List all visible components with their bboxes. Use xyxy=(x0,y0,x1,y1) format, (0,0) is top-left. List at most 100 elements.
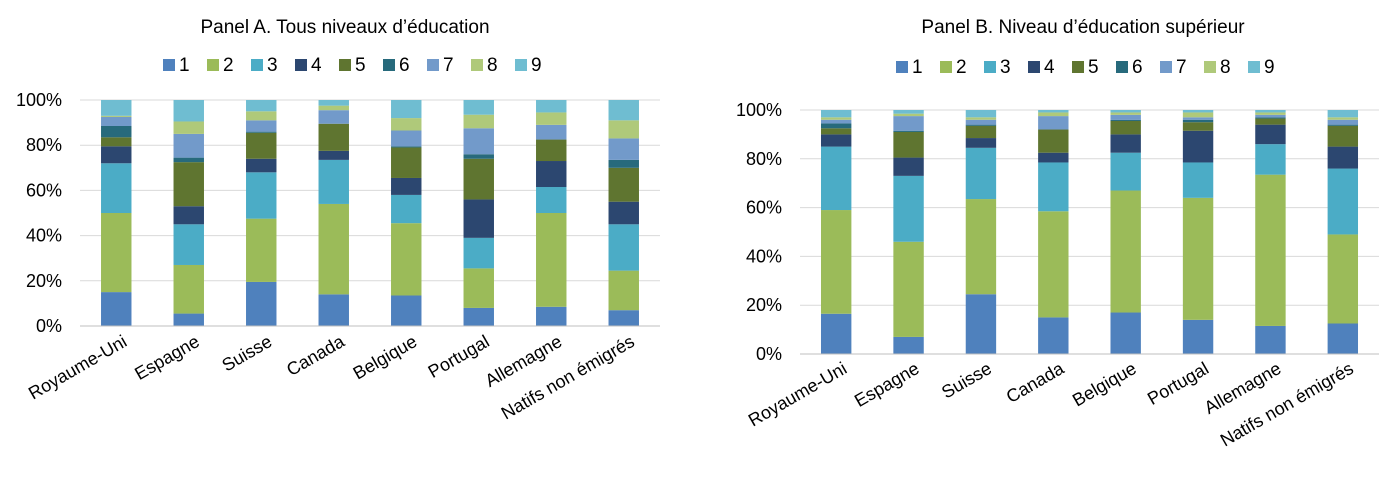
panel-a-bar-segment-4 xyxy=(246,158,277,173)
panel-b-bar-segment-6 xyxy=(820,123,852,129)
panel-b-bar-segment-4 xyxy=(1110,134,1141,153)
panel-a-bar-segment-1 xyxy=(463,307,494,326)
panel-a-category-label: Suisse xyxy=(218,331,275,375)
panel-a-bar-segment-1 xyxy=(608,310,639,326)
panel-a-legend-swatch-4 xyxy=(295,59,307,71)
panel-a-legend-swatch-9 xyxy=(515,59,527,71)
panel-b-bar-segment-7 xyxy=(1255,114,1286,118)
panel-b-legend-swatch-5 xyxy=(1072,61,1084,73)
panel-b-ytick-label: 40% xyxy=(746,246,782,266)
panel-a-bar-segment-8 xyxy=(246,111,277,121)
panel-b-bar-segment-4 xyxy=(893,157,924,176)
panel-b-ytick-label: 20% xyxy=(746,295,782,315)
panel-a-legend-swatch-1 xyxy=(163,59,175,71)
panel-a-legend-swatch-2 xyxy=(207,59,219,71)
panel-a-bar-segment-3 xyxy=(173,224,204,265)
panel-a-bar-segment-2 xyxy=(463,268,494,308)
panel-a-bar-segment-8 xyxy=(101,115,132,117)
panel-a-bar-segment-3 xyxy=(246,172,277,219)
panel-b-legend-item-2: 2 xyxy=(940,57,967,78)
panel-b-bar-segment-6 xyxy=(1255,117,1286,119)
panel-a-legend-item-9: 9 xyxy=(515,55,542,76)
panel-a-ytick-label: 80% xyxy=(26,135,62,155)
panel-b-bar-segment-5 xyxy=(965,125,997,139)
panel-b-bar-segment-1 xyxy=(1038,317,1069,354)
panel-a-bar-segment-2 xyxy=(318,203,349,295)
panel-b-legend-swatch-9 xyxy=(1248,61,1260,73)
panel-a-bar-segment-7 xyxy=(318,110,349,124)
panel-a-bar-segment-1 xyxy=(318,294,349,326)
panel-a-bar-segment-8 xyxy=(536,112,567,125)
panel-b-legend-label-8: 8 xyxy=(1220,57,1231,78)
panel-b-bar-segment-5 xyxy=(1255,118,1286,125)
panel-b-bar-segment-3 xyxy=(1255,144,1286,175)
panel-a-bar-segment-7 xyxy=(173,133,204,158)
panel-a-ytick-label: 0% xyxy=(36,316,62,336)
panel-a-legend-swatch-6 xyxy=(383,59,395,71)
panel-b-bar-segment-3 xyxy=(1327,168,1359,235)
panel-b-bar-segment-5 xyxy=(820,128,852,135)
panel-b-bar-segment-1 xyxy=(1255,325,1286,354)
panel-a-legend-label-2: 2 xyxy=(223,55,234,76)
panel-a-legend-label-1: 1 xyxy=(179,55,190,76)
panel-a-bar-segment-6 xyxy=(246,131,277,133)
panel-b-legend-label-7: 7 xyxy=(1176,57,1187,78)
panel-a-bar-segment-7 xyxy=(101,116,132,126)
panel-a-bar-segment-9 xyxy=(246,100,277,112)
panel-a-bar-segment-4 xyxy=(173,206,204,225)
panel-b-bar-segment-3 xyxy=(1110,152,1141,191)
panel-a-bar-segment-1 xyxy=(536,306,567,326)
panel-b-svg: Panel B. Niveau d’éducation supérieur 1 2 3… xyxy=(736,17,1379,451)
panel-b-ytick-label: 0% xyxy=(756,344,782,364)
panel-b-legend-item-7: 7 xyxy=(1160,57,1187,78)
panel-b-bar-segment-4 xyxy=(1255,124,1286,145)
panel-a-bar-segment-5 xyxy=(246,132,277,159)
panel-a-bar-segment-9 xyxy=(101,100,132,116)
panel-a-bar-segment-6 xyxy=(173,157,204,163)
panel-b-bar-segment-6 xyxy=(893,130,924,132)
panel-a-bar-segment-5 xyxy=(536,139,567,162)
panel-a-bar-segment-6 xyxy=(101,125,132,138)
panel-b-bar-segment-8 xyxy=(1038,112,1069,117)
panel-a-chart: Panel A. Tous niveaux d’éducation 1 2 3 4 5 6 7… xyxy=(0,0,680,477)
panel-b-bar-segment-9 xyxy=(1327,110,1359,118)
panel-a-bar-segment-8 xyxy=(173,121,204,134)
panel-b-bar-segment-4 xyxy=(820,134,852,147)
panel-a-legend-item-3: 3 xyxy=(251,55,278,76)
panel-b-ytick-label: 60% xyxy=(746,198,782,218)
panel-b-ytick-label: 100% xyxy=(736,100,782,120)
panel-b-bar-segment-7 xyxy=(1110,114,1141,120)
panel-a-bar-segment-3 xyxy=(318,159,349,204)
panel-b-bar-segment-8 xyxy=(820,117,852,120)
panel-b-bar-segment-1 xyxy=(1182,319,1214,354)
panel-a-bar-segment-5 xyxy=(391,147,422,178)
panel-b-legend-item-5: 5 xyxy=(1072,57,1099,78)
panel-b-legend-swatch-3 xyxy=(984,61,996,73)
panel-b-legend-swatch-8 xyxy=(1204,61,1216,73)
panel-a-legend-item-7: 7 xyxy=(427,55,454,76)
panel-b-bar-segment-5 xyxy=(1182,122,1214,131)
panel-b-category-label: Canada xyxy=(1003,358,1068,407)
panel-a-bar-segment-2 xyxy=(536,213,567,307)
panel-a-bar-segment-2 xyxy=(246,218,277,282)
panel-b-category-label: Natifs non émigrés xyxy=(1217,358,1357,450)
panel-b-bar-segment-3 xyxy=(820,146,852,211)
panel-b-bar-segment-2 xyxy=(1110,190,1141,313)
panel-a-bar-segment-8 xyxy=(608,120,639,139)
panel-a-bar-segment-7 xyxy=(463,128,494,155)
panel-a-bar-segment-6 xyxy=(463,154,494,159)
panel-a-legend-item-4: 4 xyxy=(295,55,322,76)
panel-b-bar-segment-6 xyxy=(965,124,997,126)
panel-a-bar-segment-2 xyxy=(391,223,422,296)
panel-a-bar-segment-6 xyxy=(608,159,639,168)
panel-b-bar-segment-3 xyxy=(965,147,997,200)
panel-b-bar-segment-5 xyxy=(1110,120,1141,135)
panel-a-bar-segment-5 xyxy=(318,123,349,151)
panel-b-legend-label-9: 9 xyxy=(1264,57,1275,78)
panel-b-legend-swatch-2 xyxy=(940,61,952,73)
panel-b-bar-segment-7 xyxy=(1038,116,1069,130)
panel-a-bar-segment-8 xyxy=(318,105,349,111)
panel-b-bar-segment-8 xyxy=(1182,112,1214,118)
panel-b-bar-segment-9 xyxy=(820,110,852,118)
panel-b-bar-segment-8 xyxy=(1110,112,1141,115)
